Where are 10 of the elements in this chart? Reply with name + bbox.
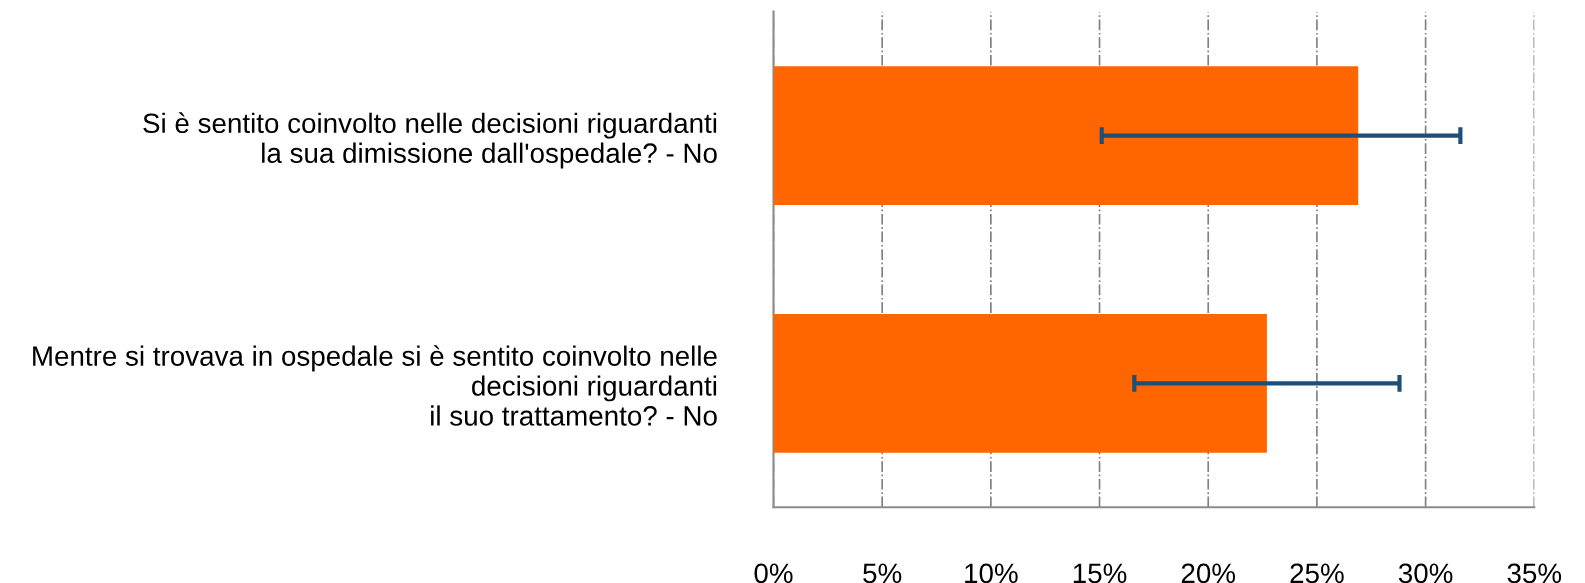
x-tick-label: 15% <box>1073 563 1127 583</box>
x-tick-label: 20% <box>1181 563 1236 583</box>
x-tick-label: 25% <box>1290 563 1344 583</box>
x-tick-label: 30% <box>1398 563 1453 583</box>
x-tick-label: 0% <box>754 563 793 583</box>
x-tick-label: 35% <box>1507 563 1562 583</box>
x-tick-label: 10% <box>965 563 1018 583</box>
y-tick-label: Mentre si trovava in ospedale si è sentito coinvolto nelle decisioni riguardanti il suo trattamento? - No <box>33 345 717 426</box>
x-tick-label: 5% <box>863 563 902 583</box>
y-tick-label: Si è sentito coinvolto nelle decisioni riguardanti la sua dimissione dall'ospedale? - No <box>143 112 717 169</box>
